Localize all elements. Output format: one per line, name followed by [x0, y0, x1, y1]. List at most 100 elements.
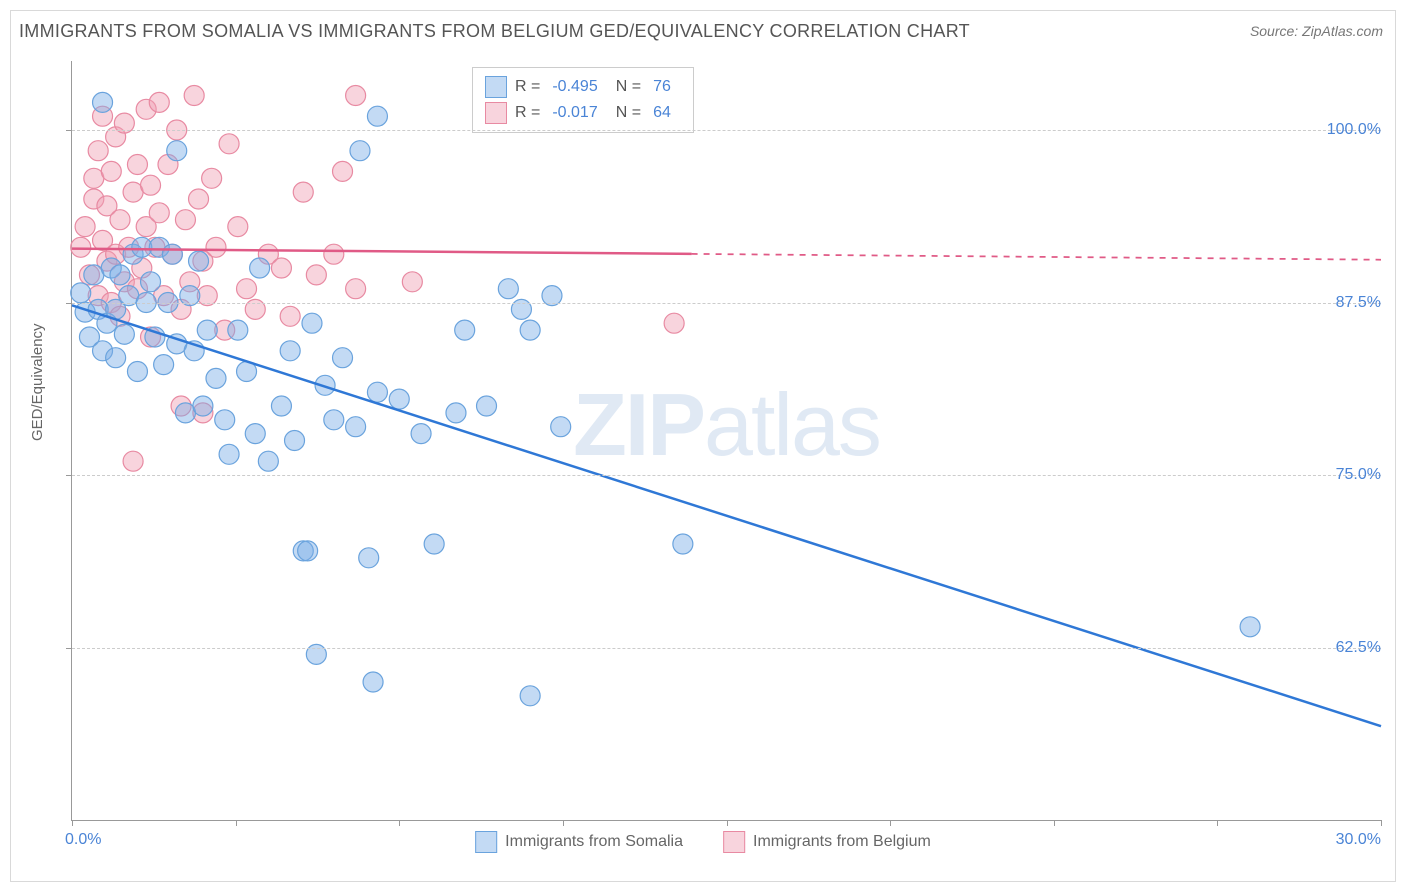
data-point — [455, 320, 475, 340]
data-point — [154, 355, 174, 375]
x-tick — [727, 820, 728, 826]
data-point — [367, 382, 387, 402]
stats-legend-box: R =-0.495N =76R =-0.017N =64 — [472, 67, 694, 133]
data-point — [123, 451, 143, 471]
chart-title: IMMIGRANTS FROM SOMALIA VS IMMIGRANTS FR… — [19, 21, 970, 42]
data-point — [551, 417, 571, 437]
data-point — [206, 368, 226, 388]
data-point — [446, 403, 466, 423]
data-point — [175, 210, 195, 230]
data-point — [245, 424, 265, 444]
data-point — [520, 686, 540, 706]
data-point — [520, 320, 540, 340]
data-point — [333, 348, 353, 368]
data-point — [280, 306, 300, 326]
data-point — [141, 272, 161, 292]
data-point — [411, 424, 431, 444]
data-point — [189, 251, 209, 271]
data-point — [162, 244, 182, 264]
x-tick — [1054, 820, 1055, 826]
swatch-belgium — [723, 831, 745, 853]
x-tick — [399, 820, 400, 826]
y-tick-label: 62.5% — [1336, 639, 1381, 657]
data-point — [75, 217, 95, 237]
swatch-somalia — [475, 831, 497, 853]
r-value: -0.017 — [552, 104, 597, 122]
data-point — [346, 417, 366, 437]
data-point — [250, 258, 270, 278]
plot-area: ZIPatlas R =-0.495N =76R =-0.017N =64 — [71, 61, 1381, 821]
data-point — [189, 189, 209, 209]
y-tick-label: 100.0% — [1327, 121, 1381, 139]
source-value: ZipAtlas.com — [1302, 23, 1383, 39]
data-point — [197, 320, 217, 340]
data-point — [88, 141, 108, 161]
data-point — [346, 279, 366, 299]
stats-legend-row: R = -0.495 N = 76 — [485, 74, 681, 100]
data-point — [206, 237, 226, 257]
data-point — [149, 203, 169, 223]
data-point — [280, 341, 300, 361]
y-tick — [66, 475, 72, 476]
data-point — [228, 217, 248, 237]
r-label: R = — [515, 104, 540, 122]
x-tick — [563, 820, 564, 826]
x-axis-max-label: 30.0% — [1336, 831, 1381, 849]
data-point — [71, 283, 91, 303]
gridline-h — [72, 475, 1381, 476]
x-tick — [72, 820, 73, 826]
data-point — [106, 348, 126, 368]
data-point — [363, 672, 383, 692]
data-point — [350, 141, 370, 161]
data-point — [664, 313, 684, 333]
data-point — [71, 237, 91, 257]
x-tick — [236, 820, 237, 826]
data-point — [127, 155, 147, 175]
gridline-h — [72, 303, 1381, 304]
data-point — [149, 92, 169, 112]
plot-svg — [72, 61, 1381, 820]
n-label: N = — [616, 78, 641, 96]
data-point — [110, 265, 130, 285]
data-point — [93, 92, 113, 112]
x-tick — [1381, 820, 1382, 826]
data-point — [1240, 617, 1260, 637]
n-label: N = — [616, 104, 641, 122]
data-point — [127, 362, 147, 382]
data-point — [673, 534, 693, 554]
data-point — [346, 86, 366, 106]
data-point — [114, 324, 134, 344]
data-point — [101, 161, 121, 181]
r-label: R = — [515, 78, 540, 96]
source-label: Source: — [1250, 23, 1302, 39]
data-point — [498, 279, 518, 299]
data-point — [271, 396, 291, 416]
data-point — [402, 272, 422, 292]
stats-swatch — [485, 102, 507, 124]
n-value: 76 — [653, 78, 671, 96]
data-point — [293, 182, 313, 202]
gridline-h — [72, 130, 1381, 131]
data-point — [333, 161, 353, 181]
data-point — [367, 106, 387, 126]
data-point — [271, 258, 291, 278]
y-tick — [66, 648, 72, 649]
data-point — [202, 168, 222, 188]
legend-label-somalia: Immigrants from Somalia — [505, 833, 683, 851]
data-point — [359, 548, 379, 568]
data-point — [219, 134, 239, 154]
data-point — [167, 141, 187, 161]
data-point — [306, 265, 326, 285]
data-point — [298, 541, 318, 561]
data-point — [424, 534, 444, 554]
data-point — [258, 451, 278, 471]
data-point — [302, 313, 322, 333]
r-value: -0.495 — [552, 78, 597, 96]
data-point — [141, 175, 161, 195]
legend-item-somalia: Immigrants from Somalia — [475, 831, 683, 853]
regression-line-dashed — [692, 254, 1381, 260]
y-tick — [66, 303, 72, 304]
gridline-h — [72, 648, 1381, 649]
data-point — [110, 210, 130, 230]
data-point — [389, 389, 409, 409]
